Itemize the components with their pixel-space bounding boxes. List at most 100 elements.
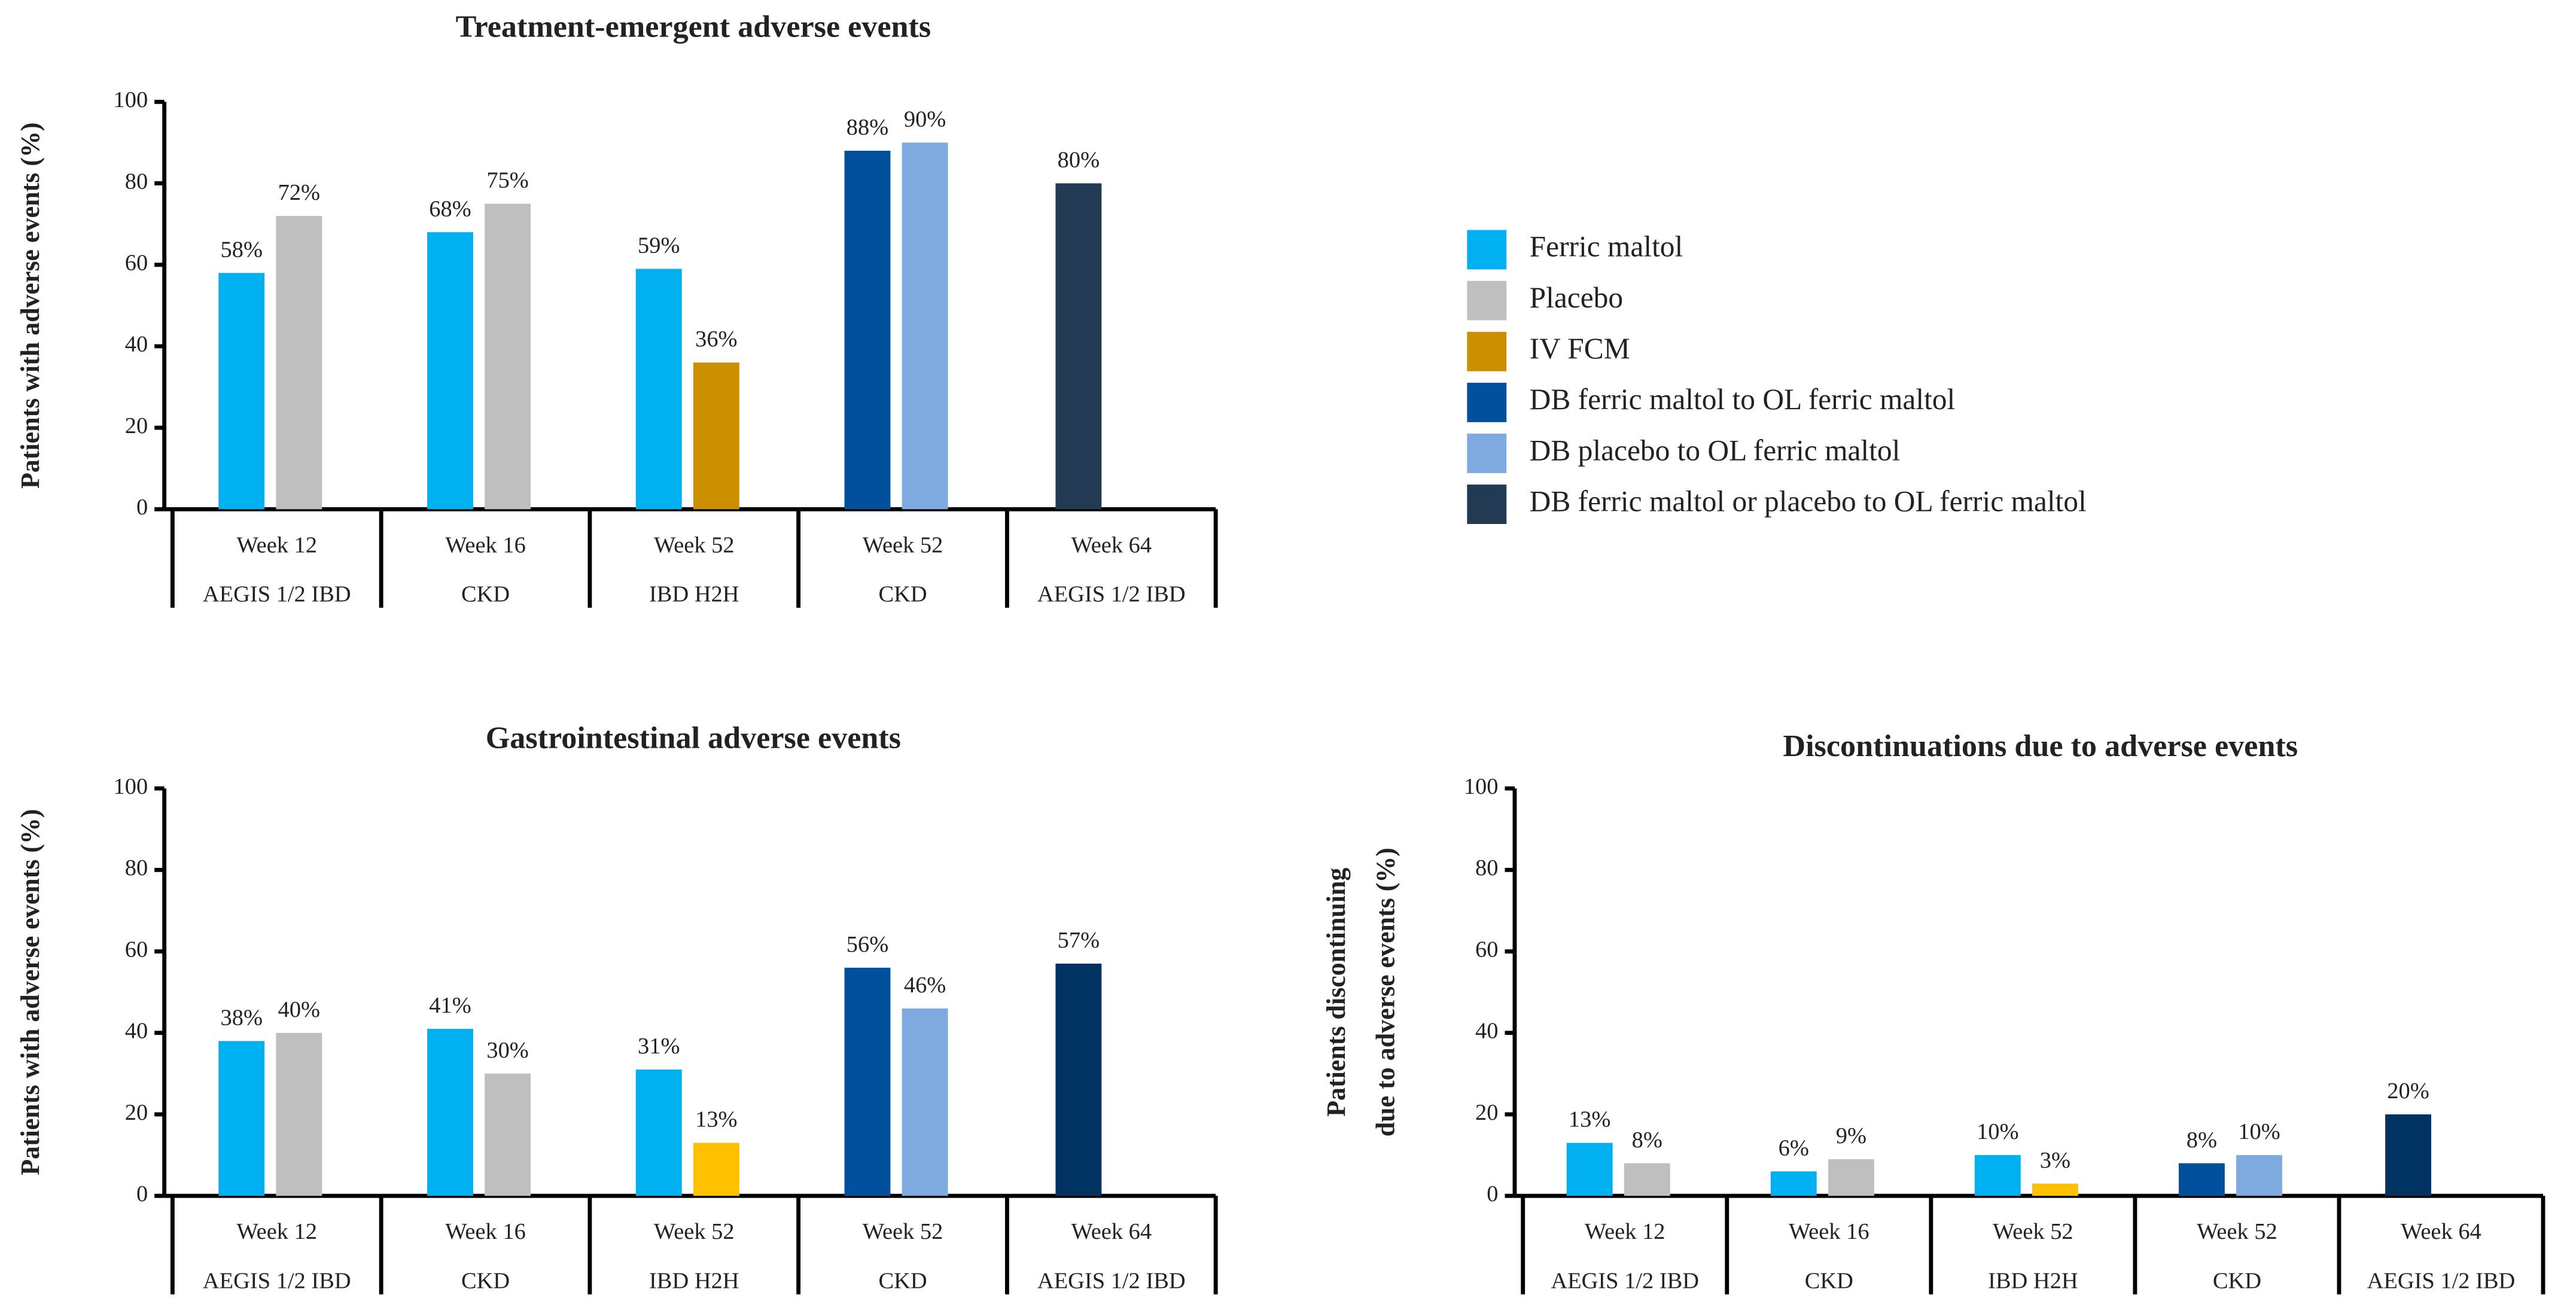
y-tick-label: 20 — [1475, 1100, 1498, 1125]
bar — [1055, 183, 1102, 510]
data-label: 36% — [695, 327, 737, 352]
bar — [1624, 1163, 1670, 1196]
bar — [844, 150, 891, 510]
bar — [218, 1041, 265, 1196]
data-label: 20% — [2387, 1079, 2429, 1104]
bar — [427, 1028, 473, 1196]
x-subcategory-label: IBD H2H — [649, 582, 739, 607]
x-tick-label: Week 12 — [236, 532, 317, 557]
bar — [2032, 1183, 2078, 1196]
y-tick-label: 80 — [1475, 855, 1498, 881]
bar — [2178, 1163, 2225, 1196]
bar — [902, 142, 948, 510]
data-label: 8% — [1632, 1128, 1662, 1153]
x-subcategory-label: AEGIS 1/2 IBD — [203, 1269, 351, 1294]
bar — [276, 1032, 322, 1196]
data-label: 31% — [638, 1034, 680, 1059]
y-tick-label: 0 — [1487, 1181, 1498, 1207]
y-tick-label: 60 — [1475, 937, 1498, 962]
x-tick-label: Week 64 — [2401, 1219, 2481, 1244]
data-label: 8% — [2187, 1128, 2217, 1153]
data-label: 6% — [1779, 1135, 1809, 1160]
chart-title: Discontinuations due to adverse events — [1783, 729, 2298, 763]
data-label: 88% — [847, 115, 888, 140]
bar — [693, 1143, 739, 1196]
data-label: 10% — [1977, 1119, 2018, 1144]
x-tick-label: Week 12 — [236, 1219, 317, 1244]
data-label: 13% — [695, 1107, 737, 1132]
data-label: 40% — [278, 997, 320, 1022]
bar — [844, 967, 891, 1196]
bar — [276, 215, 322, 510]
data-label: 9% — [1836, 1123, 1866, 1148]
x-subcategory-label: IBD H2H — [649, 1269, 739, 1294]
data-label: 56% — [847, 932, 888, 957]
data-label: 90% — [904, 106, 946, 132]
x-tick-label: Week 52 — [2197, 1219, 2277, 1244]
legend-label: DB ferric maltol or placebo to OL ferric… — [1530, 485, 2087, 517]
bar — [902, 1008, 948, 1196]
data-label: 38% — [221, 1005, 263, 1030]
x-tick-label: Week 52 — [654, 1219, 735, 1244]
x-subcategory-label: CKD — [461, 1269, 510, 1294]
data-label: 59% — [638, 233, 680, 258]
y-tick-label: 80 — [125, 169, 148, 194]
data-label: 80% — [1058, 148, 1100, 173]
y-tick-label: 0 — [136, 495, 148, 520]
chart-title: Gastrointestinal adverse events — [486, 721, 901, 755]
x-subcategory-label: AEGIS 1/2 IBD — [1037, 1269, 1186, 1294]
data-label: 46% — [904, 973, 946, 998]
legend-label: DB placebo to OL ferric maltol — [1530, 434, 1901, 467]
x-tick-label: Week 16 — [445, 1219, 526, 1244]
bar — [635, 269, 682, 510]
data-label: 41% — [429, 993, 471, 1018]
x-tick-label: Week 16 — [1789, 1219, 1869, 1244]
x-subcategory-label: CKD — [2213, 1269, 2261, 1294]
bar — [2385, 1114, 2431, 1196]
y-tick-label: 20 — [125, 413, 148, 438]
data-label: 58% — [221, 237, 263, 262]
x-tick-label: Week 52 — [1993, 1219, 2073, 1244]
x-subcategory-label: CKD — [461, 582, 510, 607]
legend-swatch — [1467, 382, 1507, 422]
x-subcategory-label: IBD H2H — [1988, 1269, 2078, 1294]
data-label: 75% — [486, 168, 528, 193]
x-subcategory-label: AEGIS 1/2 IBD — [2367, 1269, 2516, 1294]
y-axis-label: Patients with adverse events (%) — [16, 123, 45, 489]
y-tick-label: 100 — [114, 774, 148, 799]
x-subcategory-label: AEGIS 1/2 IBD — [1037, 582, 1186, 607]
y-tick-label: 20 — [125, 1100, 148, 1125]
x-subcategory-label: AEGIS 1/2 IBD — [203, 582, 351, 607]
y-axis-label: Patients with adverse events (%) — [16, 809, 45, 1175]
legend-label: Placebo — [1530, 281, 1623, 314]
chart-title: Treatment-emergent adverse events — [456, 10, 931, 44]
bar — [1566, 1143, 1613, 1196]
bar — [1828, 1159, 1874, 1196]
x-tick-label: Week 16 — [445, 532, 526, 557]
data-label: 3% — [2040, 1148, 2070, 1173]
data-label: 57% — [1058, 928, 1100, 953]
x-subcategory-label: CKD — [878, 582, 927, 607]
legend-swatch — [1467, 230, 1507, 270]
x-subcategory-label: CKD — [878, 1269, 927, 1294]
data-label: 30% — [486, 1038, 528, 1063]
bar — [485, 1073, 531, 1196]
legend-swatch — [1467, 331, 1507, 371]
y-tick-label: 40 — [125, 332, 148, 357]
data-label: 13% — [1569, 1107, 1610, 1132]
x-tick-label: Week 64 — [1071, 1219, 1152, 1244]
y-tick-label: 60 — [125, 250, 148, 275]
bar — [635, 1070, 682, 1196]
y-tick-label: 80 — [125, 855, 148, 881]
bar — [1974, 1155, 2021, 1196]
y-tick-label: 40 — [1475, 1019, 1498, 1044]
x-tick-label: Week 64 — [1071, 532, 1152, 557]
x-tick-label: Week 52 — [654, 532, 735, 557]
legend-swatch — [1467, 433, 1507, 473]
y-tick-label: 40 — [125, 1019, 148, 1044]
legend-label: IV FCM — [1530, 332, 1630, 365]
x-subcategory-label: CKD — [1805, 1269, 1853, 1294]
y-tick-label: 0 — [136, 1181, 148, 1207]
